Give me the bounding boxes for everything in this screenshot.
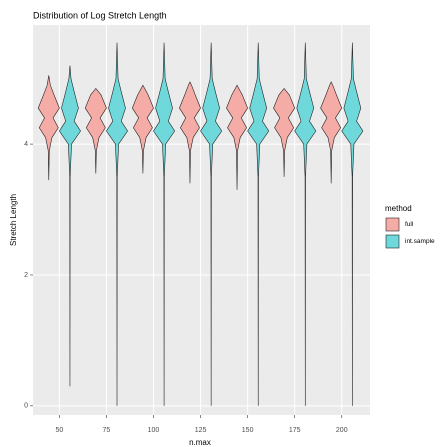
violin [247,42,270,406]
x-tick-label: 125 [195,427,207,434]
legend-key [385,234,400,249]
violin [58,65,81,387]
violin [106,42,128,406]
x-tick-label: 100 [148,427,160,434]
violin [320,81,343,184]
panel [33,25,370,415]
x-axis-title: n.max [189,438,211,447]
legend-key [385,217,400,232]
y-axis-title: Stretch Length [9,194,18,246]
y-tick-label: 2 [24,272,28,279]
violin [131,84,154,174]
x-tick-label: 200 [336,427,348,434]
violin [84,87,107,174]
legend-label: int.sample [405,238,435,245]
y-tick-label: 4 [24,141,28,148]
legend-label: full [405,221,414,228]
violin [273,87,296,177]
violin [341,42,364,406]
y-tick-label: 0 [24,403,28,410]
x-tick-label: 150 [242,427,254,434]
violin [37,75,60,181]
violin [179,81,201,184]
violin [294,42,317,406]
x-tick-label: 50 [55,427,63,434]
x-tick-label: 175 [289,427,301,434]
x-tick-label: 75 [103,427,111,434]
violin [200,42,223,406]
chart-title: Distribution of Log Stretch Length [33,10,167,20]
legend-title: method [385,204,412,213]
violin [226,84,248,190]
violin [153,42,176,406]
